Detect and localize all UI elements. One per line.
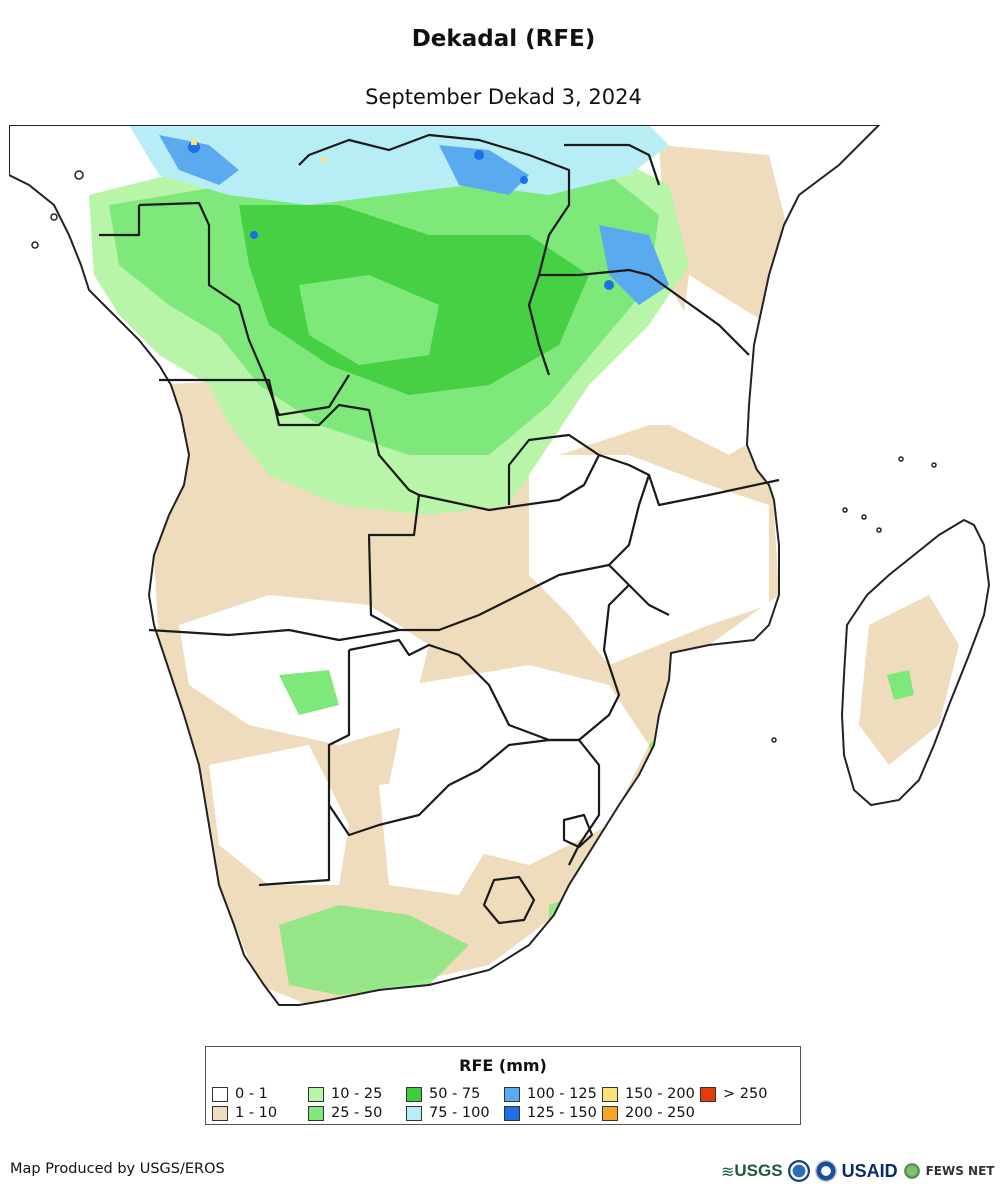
legend-swatch: [504, 1086, 520, 1102]
legend-label: 150 - 200: [625, 1086, 695, 1102]
legend-title: RFE (mm): [459, 1056, 547, 1075]
legend-item: 75 - 100: [406, 1104, 490, 1122]
legend-label: 10 - 25: [331, 1086, 383, 1102]
legend-swatch: [602, 1105, 618, 1121]
legend-swatch: [504, 1105, 520, 1121]
legend-label: 200 - 250: [625, 1105, 695, 1121]
legend-swatch: [212, 1105, 228, 1121]
legend-swatch: [406, 1086, 422, 1102]
legend-label: 25 - 50: [331, 1105, 383, 1121]
noaa-seal-icon: [787, 1160, 810, 1182]
legend-label: 75 - 100: [429, 1105, 490, 1121]
credit-text: Map Produced by USGS/EROS: [10, 1161, 225, 1177]
legend-item: 200 - 250: [602, 1104, 695, 1122]
map-title: Dekadal (RFE): [411, 26, 596, 52]
legend-swatch: [308, 1086, 324, 1102]
fewsnet-globe-icon: [902, 1162, 921, 1180]
legend-item: 0 - 1: [212, 1085, 268, 1103]
map-subtitle: September Dekad 3, 2024: [365, 85, 642, 109]
legend-swatch: [700, 1086, 716, 1102]
fewsnet-logo: FEWS NET: [925, 1164, 995, 1178]
legend-item: 150 - 200: [602, 1085, 695, 1103]
legend-item: 10 - 25: [308, 1085, 382, 1103]
legend-swatch: [308, 1105, 324, 1121]
logo-bar: ≋ USGS USAID FEWS NET: [721, 1156, 995, 1186]
legend-label: > 250: [723, 1086, 768, 1102]
legend-item: 25 - 50: [308, 1104, 382, 1122]
legend-swatch: [406, 1105, 422, 1121]
legend-item: 1 - 10: [212, 1104, 277, 1122]
legend-swatch: [602, 1086, 618, 1102]
legend-label: 1 - 10: [235, 1105, 278, 1121]
rainfall-map: [9, 125, 997, 1030]
map-legend: RFE (mm) 0 - 1 1 - 10 10 - 25 25 - 50 50 - 7…: [205, 1046, 801, 1125]
legend-label: 50 - 75: [429, 1086, 481, 1102]
legend-swatch: [212, 1086, 228, 1102]
legend-item: > 250: [700, 1085, 767, 1103]
legend-item: 125 - 150: [504, 1104, 597, 1122]
legend-item: 100 - 125: [504, 1085, 597, 1103]
usgs-logo: ≋ USGS: [721, 1161, 783, 1181]
nasa-seal-icon: [814, 1160, 837, 1182]
legend-label: 100 - 125: [527, 1086, 597, 1102]
legend-label: 125 - 150: [527, 1105, 597, 1121]
legend-label: 0 - 1: [235, 1086, 268, 1102]
legend-item: 50 - 75: [406, 1085, 480, 1103]
usaid-logo: USAID: [841, 1160, 898, 1181]
